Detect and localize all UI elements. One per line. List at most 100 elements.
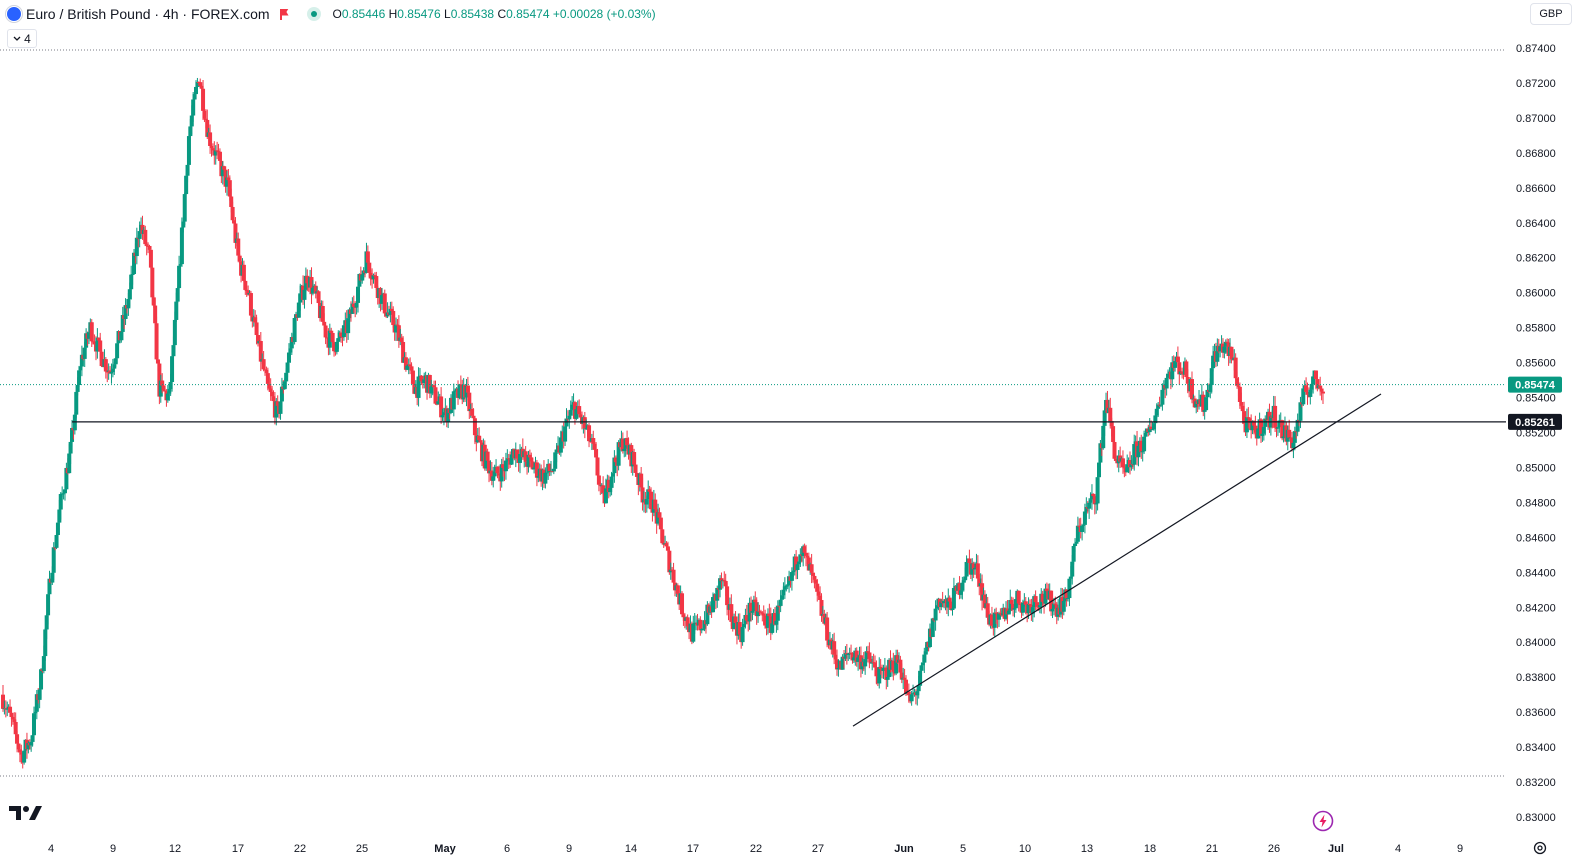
y-tick-label: 0.86000 — [1516, 288, 1556, 300]
candle-body — [492, 471, 497, 477]
candle-body — [568, 409, 573, 416]
candle-body — [1319, 388, 1324, 392]
candle-body — [496, 473, 501, 476]
candle-body — [989, 614, 994, 626]
y-tick-label: 0.85200 — [1516, 428, 1556, 440]
candle-body — [37, 689, 42, 700]
candle-body — [129, 274, 134, 290]
candle-body — [367, 262, 372, 273]
candle-body — [640, 487, 645, 503]
candle-body — [160, 380, 165, 386]
candle-body — [487, 460, 492, 474]
candle-body — [770, 623, 775, 633]
candle-body — [44, 615, 49, 630]
candle-body — [391, 310, 396, 326]
candle-body — [723, 581, 728, 587]
currency-button[interactable]: GBP — [1530, 3, 1572, 25]
candle-body — [960, 582, 965, 591]
candle-body — [1125, 464, 1130, 473]
candle-body — [436, 401, 441, 405]
candle-body — [1308, 389, 1313, 397]
candle-body — [1175, 356, 1180, 363]
candle-body — [1244, 417, 1249, 433]
candle-body — [884, 667, 889, 680]
candle-body — [1044, 588, 1049, 592]
candle-body — [75, 385, 80, 392]
candle-body — [1215, 345, 1220, 362]
candle-body — [1132, 444, 1137, 465]
candle-body — [633, 464, 638, 473]
gear-icon[interactable] — [1530, 838, 1550, 858]
candle-body — [744, 614, 749, 621]
level-price-label: 0.85261 — [1515, 417, 1555, 429]
candle-body — [1151, 423, 1156, 430]
x-tick-label: 22 — [750, 843, 762, 855]
candle-body — [489, 470, 494, 481]
red-flag-icon[interactable] — [279, 8, 289, 20]
candle-body — [181, 221, 186, 228]
close-label: C — [497, 7, 507, 21]
tradingview-logo-icon[interactable] — [9, 804, 43, 822]
candle-body — [237, 255, 242, 262]
candle-body — [157, 363, 162, 397]
candle-body — [46, 594, 51, 616]
candle-body — [57, 509, 62, 523]
candle-body — [758, 611, 763, 613]
candle-body — [205, 119, 210, 137]
candle-body — [105, 371, 110, 373]
candle-body — [1051, 603, 1056, 609]
candle-body — [813, 579, 818, 584]
candle-body — [791, 570, 796, 573]
candle-body — [833, 654, 838, 660]
candle-body — [740, 627, 745, 643]
candle-body — [395, 324, 400, 326]
candle-body — [12, 719, 17, 722]
candle-body — [1122, 467, 1127, 469]
candle-body — [1074, 541, 1079, 544]
x-tick-label: 9 — [110, 843, 116, 855]
candle-body — [1280, 420, 1285, 439]
symbol-title[interactable]: Euro / British Pound · 4h · FOREX.com — [26, 6, 270, 22]
candle-body — [877, 666, 882, 684]
candle-body — [1273, 405, 1278, 428]
candle-body — [985, 603, 990, 618]
symbol-legend: Euro / British Pound · 4h · FOREX.com O0… — [6, 4, 656, 24]
x-tick-label: 26 — [1268, 843, 1280, 855]
candle-body — [780, 595, 785, 600]
candle-body — [1292, 431, 1297, 443]
candle-body — [288, 348, 293, 353]
candle-body — [1105, 399, 1110, 413]
candle-body — [446, 409, 451, 422]
y-tick-label: 0.84600 — [1516, 532, 1556, 544]
candle-body — [904, 679, 909, 694]
candle-body — [550, 471, 555, 473]
time-axis[interactable]: 4 9 12 17 22 25 May 6 9 14 17 22 27 Jun 5 10 13 18 21 26 Jul… — [48, 843, 1463, 855]
candle-body — [649, 491, 654, 510]
candle-body — [527, 454, 532, 458]
candle-body — [467, 392, 472, 412]
candle-body — [322, 321, 327, 326]
candle-body — [77, 370, 82, 386]
lightning-icon[interactable] — [1312, 810, 1334, 832]
candle-body — [279, 386, 284, 402]
candle-body — [718, 578, 723, 590]
price-axis[interactable]: 0.87400 0.87200 0.87000 0.86800 0.86600 0.864… — [1516, 43, 1556, 824]
candle-body — [354, 302, 359, 308]
candle-body — [365, 251, 370, 263]
candle-body — [1315, 379, 1320, 389]
candle-body — [191, 99, 196, 116]
candle-body — [554, 449, 559, 453]
candle-body — [1263, 418, 1268, 427]
indicators-toggle[interactable]: 4 — [7, 29, 37, 48]
candle-body — [503, 460, 508, 472]
y-tick-label: 0.85000 — [1516, 462, 1556, 474]
candle-body — [217, 151, 222, 161]
trendline[interactable] — [852, 393, 1382, 727]
candle-body — [323, 325, 328, 338]
globe-flag-icon — [6, 6, 22, 22]
candle-body — [62, 489, 67, 494]
candle-body — [647, 489, 652, 492]
candle-body — [192, 94, 197, 100]
candle-body — [749, 602, 754, 613]
